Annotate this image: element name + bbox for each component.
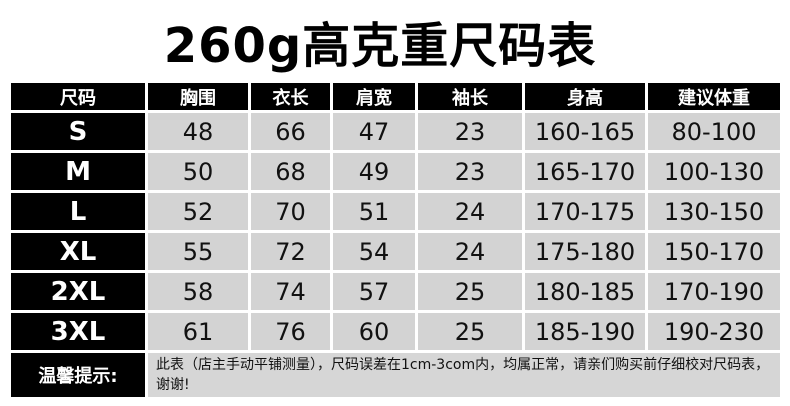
table-cell: 68 xyxy=(248,150,333,193)
table-cell: 130-150 xyxy=(645,190,783,233)
table-cell: 175-180 xyxy=(522,230,648,273)
table-cell: 160-165 xyxy=(522,110,648,153)
table-cell: 58 xyxy=(145,270,251,313)
table-cell: 74 xyxy=(248,270,333,313)
table-cell: 55 xyxy=(145,230,251,273)
note-label: 温馨提示: xyxy=(8,350,148,400)
table-row: S 48 66 47 23 160-165 80-100 xyxy=(8,110,783,153)
header-row: 尺码 胸围 衣长 肩宽 袖长 身高 建议体重 xyxy=(8,80,783,113)
table-row: M 50 68 49 23 165-170 100-130 xyxy=(8,150,783,193)
table-cell: 180-185 xyxy=(522,270,648,313)
table-cell: 24 xyxy=(415,190,525,233)
size-chart-table: 尺码 胸围 衣长 肩宽 袖长 身高 建议体重 S 48 66 47 23 160-165 80-100 M… xyxy=(8,80,783,400)
table-row: L 52 70 51 24 170-175 130-150 xyxy=(8,190,783,233)
size-label: 3XL xyxy=(8,310,148,353)
table-cell: 47 xyxy=(330,110,418,153)
note-text: 此表（店主手动平铺测量），尺码误差在1cm-3com内，均属正常，请亲们购买前仔… xyxy=(145,350,783,400)
column-header: 肩宽 xyxy=(330,80,418,113)
table-cell: 25 xyxy=(415,310,525,353)
table-cell: 185-190 xyxy=(522,310,648,353)
table-cell: 60 xyxy=(330,310,418,353)
table-cell: 170-175 xyxy=(522,190,648,233)
table-cell: 51 xyxy=(330,190,418,233)
table-cell: 52 xyxy=(145,190,251,233)
column-header: 衣长 xyxy=(248,80,333,113)
table-cell: 54 xyxy=(330,230,418,273)
table-row: 3XL 61 76 60 25 185-190 190-230 xyxy=(8,310,783,353)
page-title: 260g高克重尺码表 xyxy=(163,18,597,74)
table-row: 2XL 58 74 57 25 180-185 170-190 xyxy=(8,270,783,313)
table-cell: 25 xyxy=(415,270,525,313)
size-label: S xyxy=(8,110,148,153)
table-cell: 76 xyxy=(248,310,333,353)
size-label: M xyxy=(8,150,148,193)
table-cell: 48 xyxy=(145,110,251,153)
table-cell: 150-170 xyxy=(645,230,783,273)
size-label: L xyxy=(8,190,148,233)
table-cell: 61 xyxy=(145,310,251,353)
table-cell: 70 xyxy=(248,190,333,233)
table-cell: 72 xyxy=(248,230,333,273)
column-header: 建议体重 xyxy=(645,80,783,113)
table-cell: 190-230 xyxy=(645,310,783,353)
column-header: 袖长 xyxy=(415,80,525,113)
table-cell: 23 xyxy=(415,150,525,193)
note-row: 温馨提示: 此表（店主手动平铺测量），尺码误差在1cm-3com内，均属正常，请… xyxy=(8,350,783,400)
table-cell: 100-130 xyxy=(645,150,783,193)
size-label: 2XL xyxy=(8,270,148,313)
table-row: XL 55 72 54 24 175-180 150-170 xyxy=(8,230,783,273)
table-cell: 50 xyxy=(145,150,251,193)
table-cell: 49 xyxy=(330,150,418,193)
column-header: 尺码 xyxy=(8,80,148,113)
column-header: 胸围 xyxy=(145,80,251,113)
table-cell: 80-100 xyxy=(645,110,783,153)
column-header: 身高 xyxy=(522,80,648,113)
table-cell: 165-170 xyxy=(522,150,648,193)
table-cell: 170-190 xyxy=(645,270,783,313)
table-cell: 57 xyxy=(330,270,418,313)
table-cell: 24 xyxy=(415,230,525,273)
table-cell: 66 xyxy=(248,110,333,153)
size-label: XL xyxy=(8,230,148,273)
table-cell: 23 xyxy=(415,110,525,153)
